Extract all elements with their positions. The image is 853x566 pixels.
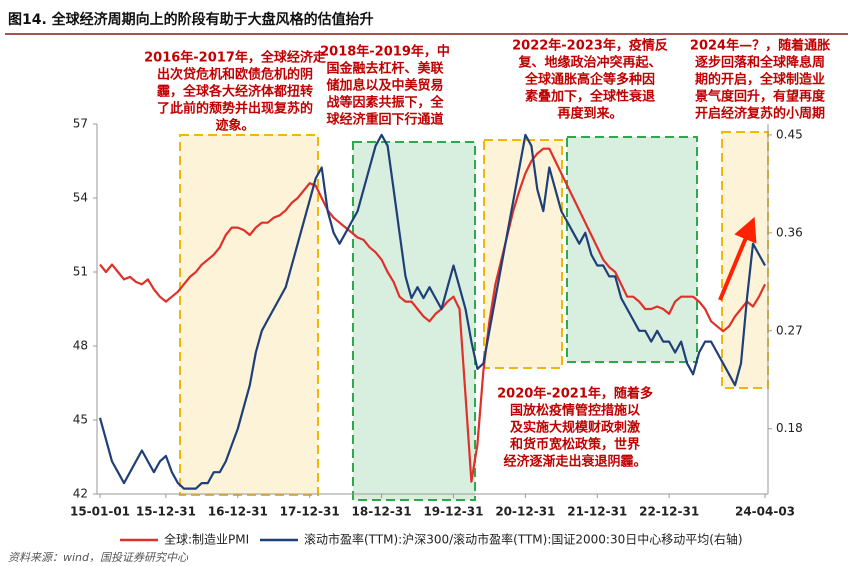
legend-label: 全球:制造业PMI (164, 532, 249, 547)
series-line (99, 147, 766, 483)
y2-tick-label: 0.36 (776, 225, 803, 239)
x-tick-label: 21-12-31 (567, 505, 627, 519)
annotation: 景气度回升，有望再度 (695, 89, 826, 105)
x-tick-label: 15-12-31 (136, 505, 196, 519)
x-tick-label: 22-12-31 (639, 505, 699, 519)
annotation: 了此前的颓势并出现复苏的 (157, 101, 313, 117)
x-tick-label: 17-12-31 (280, 505, 340, 519)
annotation: 2020年-2021年，随着多 (497, 386, 653, 402)
y-tick-label: 51 (73, 265, 88, 279)
y2-tick-label: 0.27 (776, 323, 803, 337)
annotation: 2022年-2023年，疫情反 (512, 38, 668, 54)
x-tick-label: 18-12-31 (352, 505, 412, 519)
annotation: 开启经济复苏的小周期 (695, 106, 825, 122)
x-tick-label: 20-12-31 (495, 505, 555, 519)
annotation: 2024年—？，随着通胀 (690, 38, 830, 54)
period-box (721, 131, 769, 389)
annotation: 球经济重回下行通道 (326, 112, 443, 128)
y-tick-label: 54 (73, 191, 88, 205)
annotation: 逐步回落和全球降息周 (695, 55, 825, 71)
y2-tick-label: 0.18 (776, 421, 803, 435)
series-line (98, 133, 766, 490)
annotation: 和货币宽松政策，世界 (510, 437, 640, 453)
trend-arrow (718, 216, 757, 301)
period-box (566, 136, 698, 363)
period-box (179, 134, 319, 496)
chart-title: 图14. 全球经济周期向上的阶段有助于大盘风格的估值抬升 (8, 11, 374, 28)
annotation: 素叠加下，全球性衰退 (525, 89, 655, 105)
annotation: 国金融去杠杆、美联 (326, 61, 443, 77)
y2-tick-label: 0.45 (776, 127, 803, 141)
annotation: 2018年-2019年，中 (320, 44, 450, 60)
annotation: 霾，全球各大经济体都扭转 (157, 84, 313, 100)
annotation: 及实施大规模财政刺激 (510, 420, 641, 436)
annotation: 全球通胀高企等多种因 (524, 72, 655, 88)
period-box (352, 141, 476, 501)
x-tick-label: 24-04-03 (735, 505, 795, 519)
period-boxes (179, 131, 769, 501)
x-tick-label: 19-12-31 (423, 505, 483, 519)
legend-label: 滚动市盈率(TTM):沪深300/滚动市盈率(TTM):国证2000:30日中心… (304, 532, 743, 547)
y-tick-label: 42 (73, 487, 88, 501)
annotation: 迹象。 (215, 118, 254, 134)
annotation: 出次贷危机和欧债危机的阴 (157, 67, 313, 83)
source-note: 资料来源：wind，国投证券研究中心 (8, 551, 189, 564)
y-tick-label: 48 (73, 339, 88, 353)
annotation: 复、地缘政治冲突再起、 (517, 55, 661, 71)
annotation: 储加息以及中美贸易 (325, 78, 443, 94)
annotation: 战等因素共振下，全 (326, 95, 444, 111)
annotation: 2016年-2017年，全球经济走 (144, 50, 327, 66)
x-tick-label: 15-01-01 (70, 505, 130, 519)
annotation: 经济逐渐走出衰退阴霾。 (503, 454, 646, 470)
annotation: 国放松疫情管控措施以 (510, 403, 640, 419)
x-tick-label: 16-12-31 (208, 505, 268, 519)
y-tick-label: 45 (73, 413, 88, 427)
y-tick-label: 57 (73, 117, 88, 131)
annotation: 再度到来。 (557, 106, 622, 122)
annotation: 期的开启，全球制造业 (695, 72, 825, 88)
